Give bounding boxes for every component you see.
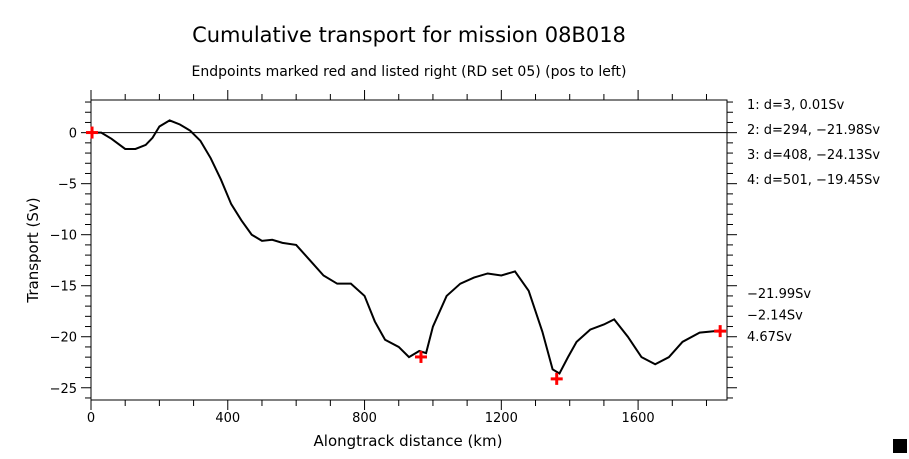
- plot-frame: [90, 99, 728, 401]
- x-tick-label: 0: [87, 411, 95, 426]
- y-tick-label: −20: [50, 331, 77, 346]
- x-tick-label: 800: [352, 411, 377, 426]
- endpoint-marker: [550, 372, 563, 385]
- endpoint-marker: [714, 325, 727, 338]
- x-axis-label: Alongtrack distance (km): [314, 432, 503, 450]
- y-tick-label: −25: [50, 382, 77, 397]
- summary-label: −2.14Sv: [747, 309, 803, 324]
- y-tick-label: 0: [69, 127, 77, 142]
- summary-label: 4.67Sv: [747, 330, 792, 345]
- endpoint-label: 1: d=3, 0.01Sv: [747, 98, 845, 113]
- y-axis-label: Transport (Sv): [24, 197, 42, 303]
- corner-square: [893, 439, 907, 453]
- x-tick-label: 400: [215, 411, 240, 426]
- transport-line: [91, 119, 721, 375]
- endpoint-marker: [86, 126, 99, 139]
- y-tick-label: −5: [58, 178, 77, 193]
- endpoint-label: 2: d=294, −21.98Sv: [747, 123, 880, 138]
- y-tick-label: −15: [50, 280, 77, 295]
- endpoint-label: 4: d=501, −19.45Sv: [747, 173, 880, 188]
- summary-label: −21.99Sv: [747, 287, 811, 302]
- chart-subtitle: Endpoints marked red and listed right (R…: [192, 64, 627, 80]
- endpoint-label: 3: d=408, −24.13Sv: [747, 148, 880, 163]
- x-tick-label: 1600: [622, 411, 655, 426]
- chart-title: Cumulative transport for mission 08B018: [192, 23, 626, 47]
- x-tick-label: 1200: [485, 411, 518, 426]
- y-tick-label: −10: [50, 229, 77, 244]
- endpoint-marker: [414, 350, 427, 363]
